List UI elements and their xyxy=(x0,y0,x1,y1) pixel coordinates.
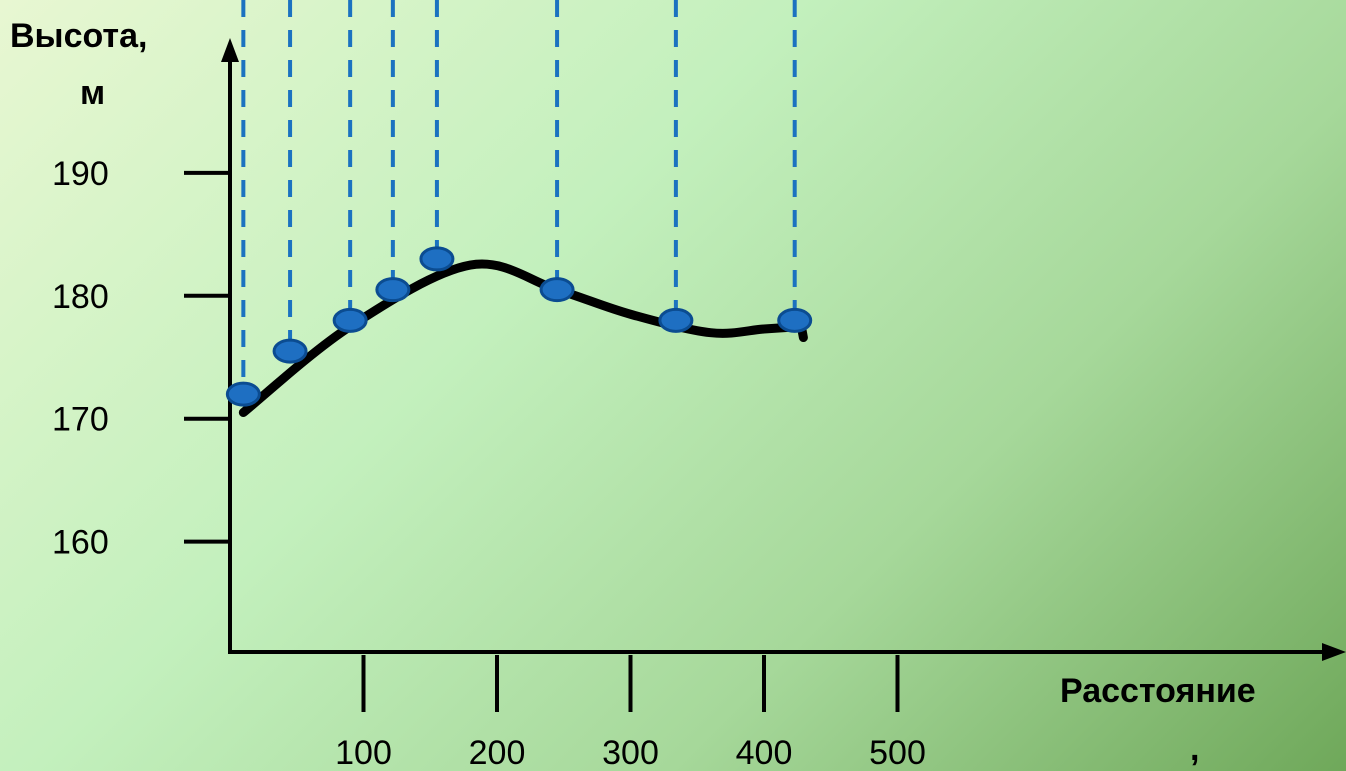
x-tick-label: 100 xyxy=(335,734,392,771)
y-tick-label: 160 xyxy=(52,524,109,562)
y-ticks: 160 170 180 190 xyxy=(52,155,230,562)
x-tick-label: 500 xyxy=(869,734,926,771)
x-tick-label: 300 xyxy=(602,734,659,771)
x-tick-label: 200 xyxy=(469,734,526,771)
data-point xyxy=(539,277,575,303)
x-tick-label: 400 xyxy=(736,734,793,771)
data-point xyxy=(419,246,455,272)
x-axis-title-line1: Расстояние xyxy=(1060,672,1256,710)
y-axis-title-line2: м xyxy=(80,74,105,112)
x-axis-arrow xyxy=(1322,643,1346,661)
y-tick-label: 190 xyxy=(52,155,109,193)
data-point xyxy=(375,277,411,303)
y-axis-title-line1: Высота, xyxy=(10,17,147,55)
data-point xyxy=(658,307,694,333)
data-point xyxy=(272,338,308,364)
y-axis xyxy=(221,38,239,652)
data-points xyxy=(225,246,813,407)
y-axis-arrow xyxy=(221,38,239,62)
x-axis xyxy=(228,643,1346,661)
trend-curve xyxy=(238,259,808,418)
x-ticks: 100 200 300 400 500 xyxy=(335,655,926,771)
data-point xyxy=(332,307,368,333)
y-tick-label: 170 xyxy=(52,401,109,439)
data-point xyxy=(777,307,813,333)
data-point xyxy=(225,381,261,407)
x-axis-title-line2: , xyxy=(1190,730,1199,768)
drop-lines xyxy=(241,0,797,395)
y-tick-label: 180 xyxy=(52,278,109,316)
